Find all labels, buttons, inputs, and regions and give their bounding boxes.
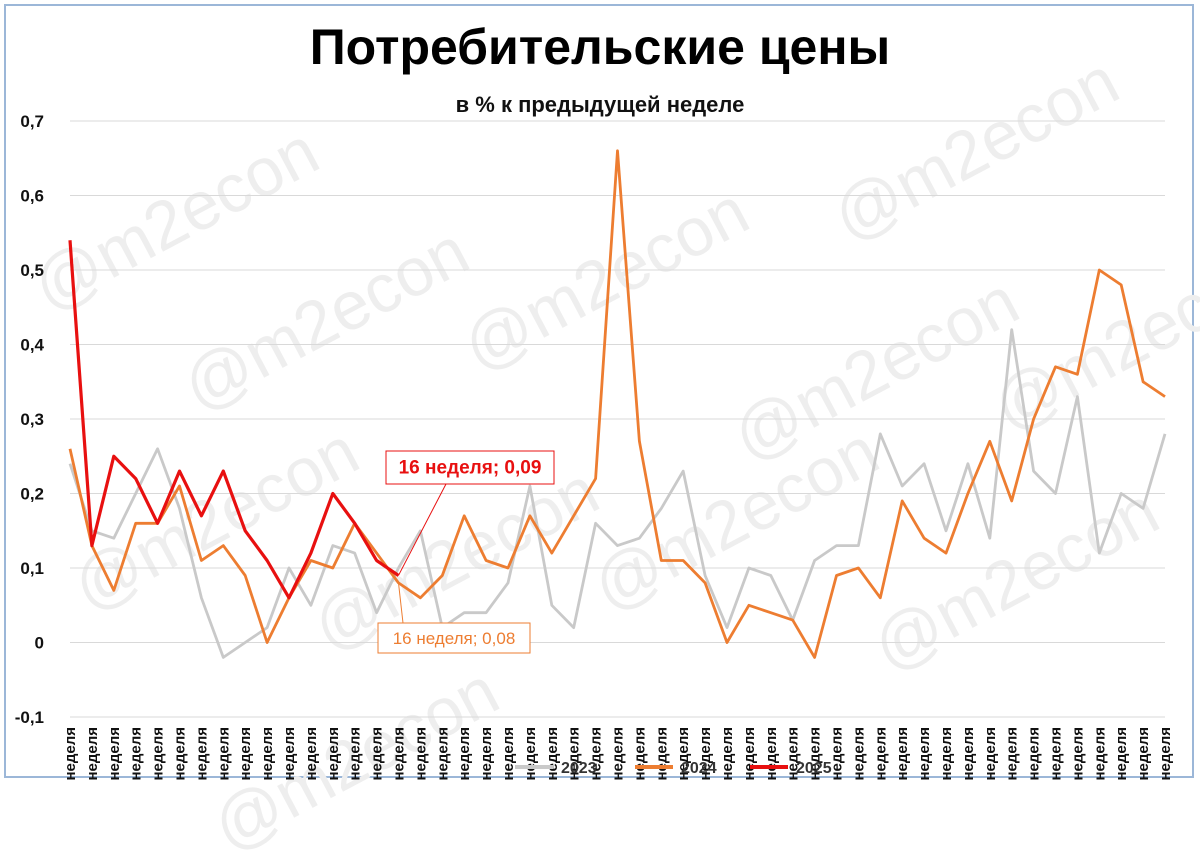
- x-tick-label: 48 неделя: [1091, 727, 1108, 784]
- x-tick-label: 51 неделя: [1157, 727, 1174, 784]
- x-tick-label: 2 неделя: [84, 727, 101, 784]
- line-chart: -0,1 0 0,1 0,2 0,3 0,4 0,5 0,6 0,7 1 неделя 2 неде…: [15, 112, 1174, 784]
- x-tick-label: 6 неделя: [172, 727, 189, 784]
- x-tick-label: 41 неделя: [938, 727, 955, 784]
- x-tick-label: 18 неделя: [434, 727, 451, 784]
- chart-subtitle: в % к предыдущей неделе: [455, 92, 745, 117]
- x-tick-label: 27 неделя: [631, 727, 648, 784]
- x-tick-label: 35 неделя: [807, 727, 824, 784]
- x-tick-label: 5 неделя: [150, 727, 167, 784]
- x-tick-label: 1 неделя: [62, 727, 79, 784]
- x-tick-label: 14 неделя: [347, 727, 364, 784]
- x-tick-label: 3 неделя: [106, 727, 123, 784]
- legend-label-2023: 2023: [561, 760, 597, 777]
- x-tick-label: 21 неделя: [500, 727, 517, 784]
- x-tick-label: 50 неделя: [1135, 727, 1152, 784]
- series-line-2023: [68, 328, 1167, 659]
- x-tick-label: 36 неделя: [829, 727, 846, 784]
- x-tick-label: 23 неделя: [544, 727, 561, 784]
- x-tick-label: 22 неделя: [522, 727, 539, 784]
- annotation-leader: [398, 483, 447, 576]
- x-tick-label: 32 неделя: [741, 727, 758, 784]
- x-tick-label: 33 неделя: [763, 727, 780, 784]
- series-line-2025: [68, 240, 400, 600]
- x-tick-label: 19 неделя: [456, 727, 473, 784]
- annotation-label: 16 неделя; 0,09: [399, 458, 542, 479]
- x-tick-label: 29 неделя: [675, 727, 692, 784]
- x-tick-label: 38 неделя: [872, 727, 889, 784]
- x-tick-label: 44 неделя: [1004, 727, 1021, 784]
- annotation-leader: [398, 582, 404, 624]
- y-tick-label: 0,6: [20, 187, 44, 206]
- x-tick-label: 4 неделя: [128, 727, 145, 784]
- x-tick-label: 8 неделя: [215, 727, 232, 784]
- y-tick-label: -0,1: [15, 708, 44, 727]
- chart-frame: [4, 4, 1194, 778]
- x-tick-label: 46 неделя: [1048, 727, 1065, 784]
- x-tick-label: 13 неделя: [325, 727, 342, 784]
- x-tick-label: 28 неделя: [653, 727, 670, 784]
- annotation-box: [377, 622, 531, 654]
- x-tick-label: 12 неделя: [303, 727, 320, 784]
- annotation-label: 16 неделя; 0,08: [393, 629, 516, 648]
- x-tick-label: 24 неделя: [566, 727, 583, 784]
- y-tick-label: 0,3: [20, 410, 44, 429]
- y-tick-label: 0,7: [20, 112, 44, 131]
- y-tick-label: 0: [35, 634, 44, 653]
- x-tick-label: 17 неделя: [412, 727, 429, 784]
- y-tick-label: 0,1: [20, 559, 44, 578]
- legend-label-2024: 2024: [681, 760, 717, 777]
- x-tick-label: 43 неделя: [982, 727, 999, 784]
- x-tick-label: 7 неделя: [193, 727, 210, 784]
- x-tick-label: 30 неделя: [697, 727, 714, 784]
- x-tick-label: 40 неделя: [916, 727, 933, 784]
- chart-title: Потребительские цены: [309, 19, 891, 75]
- annotation-box: [385, 450, 555, 485]
- y-tick-label: 0,2: [20, 485, 44, 504]
- x-tick-label: 25 неделя: [588, 727, 605, 784]
- x-tick-label: 9 неделя: [237, 727, 254, 784]
- legend-label-2025: 2025: [796, 760, 832, 777]
- x-tick-label: 11 неделя: [281, 727, 298, 784]
- x-tick-label: 42 неделя: [960, 727, 977, 784]
- y-tick-label: 0,4: [20, 336, 44, 355]
- x-tick-label: 34 неделя: [785, 727, 802, 784]
- x-tick-label: 49 неделя: [1113, 727, 1130, 784]
- x-tick-label: 39 неделя: [894, 727, 911, 784]
- x-tick-label: 47 неделя: [1069, 727, 1086, 784]
- x-tick-label: 45 неделя: [1026, 727, 1043, 784]
- x-tick-label: 26 неделя: [610, 727, 627, 784]
- y-tick-label: 0,5: [20, 261, 44, 280]
- x-tick-label: 31 неделя: [719, 727, 736, 784]
- x-tick-label: 20 неделя: [478, 727, 495, 784]
- series-line-2024: [68, 149, 1166, 659]
- x-tick-label: 15 неделя: [369, 727, 386, 784]
- x-tick-label: 37 неделя: [850, 727, 867, 784]
- x-tick-label: 10 неделя: [259, 727, 276, 784]
- x-tick-label: 16 неделя: [391, 727, 408, 784]
